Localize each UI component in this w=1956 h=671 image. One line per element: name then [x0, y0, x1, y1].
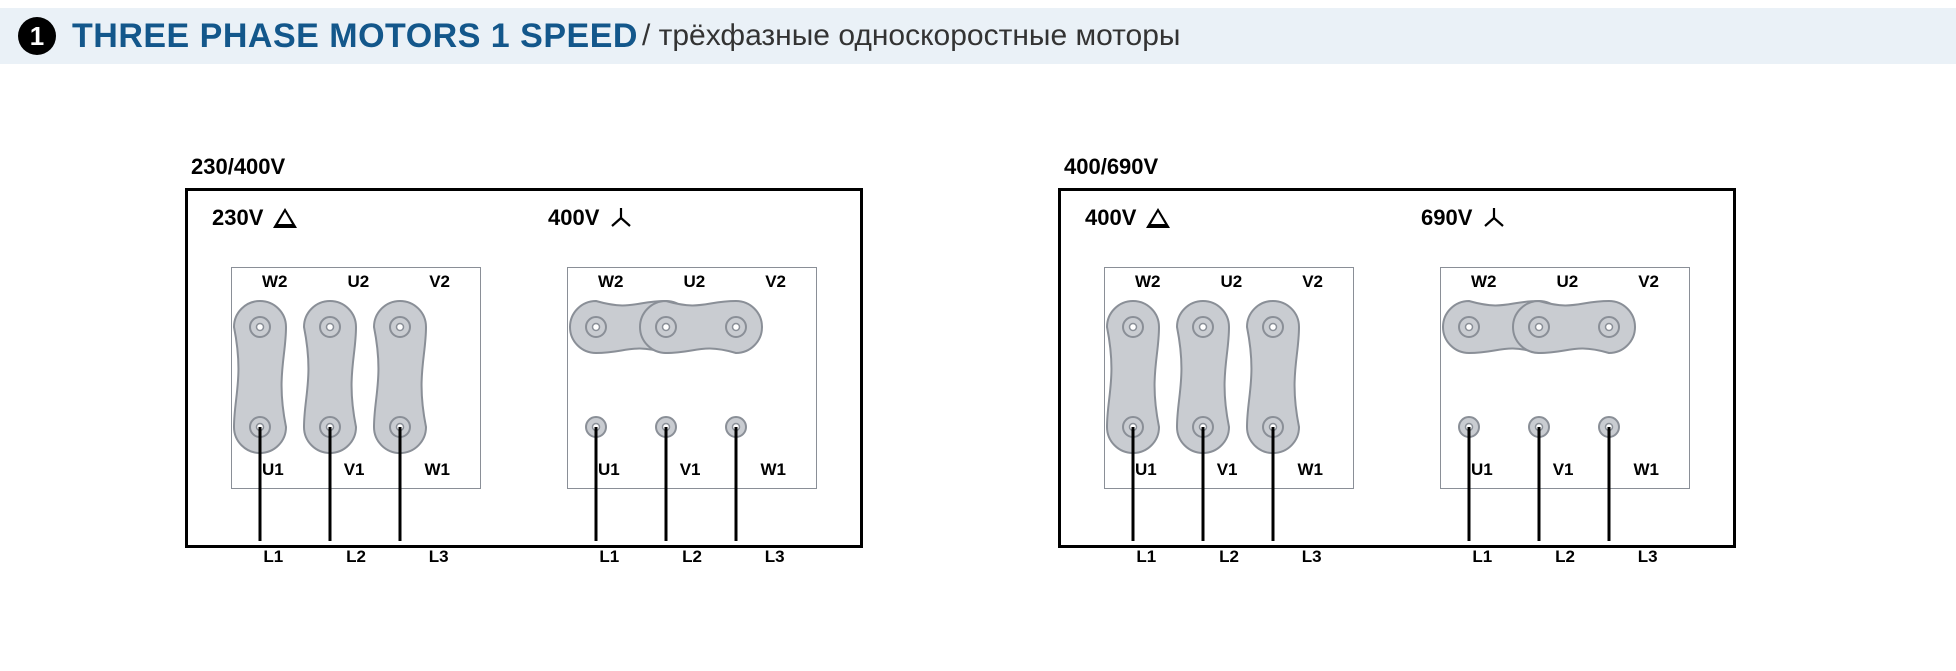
voltage-label: 230V [212, 205, 506, 231]
voltage-text: 230V [212, 205, 263, 231]
voltage-text: 690V [1421, 205, 1472, 231]
delta-icon [1146, 208, 1170, 228]
voltage-label: 400V [548, 205, 842, 231]
wiring-subpanel: 400V W2U2V2 U1V1W1 [1061, 191, 1397, 545]
voltage-text: 400V [548, 205, 599, 231]
section-bullet: 1 [18, 17, 56, 55]
diagrams-row: 230/400V 230V W2U2V2 U1V1W1 [0, 64, 1956, 548]
title-sub: / трёхфазные односкоростные моторы [642, 19, 1181, 53]
group-label: 230/400V [191, 154, 863, 180]
voltage-label: 400V [1085, 205, 1379, 231]
wiring-panel: 230V W2U2V2 U1V1W1 [185, 188, 863, 548]
header-bar: 1 THREE PHASE MOTORS 1 SPEED / трёхфазны… [0, 8, 1956, 64]
title-main: THREE PHASE MOTORS 1 SPEED [72, 17, 638, 56]
voltage-label: 690V [1421, 205, 1715, 231]
star-icon [609, 206, 633, 230]
voltage-text: 400V [1085, 205, 1136, 231]
delta-icon [273, 208, 297, 228]
star-icon [1482, 206, 1506, 230]
diagram-group: 400/690V 400V W2U2V2 U1V1W1 [1058, 154, 1736, 548]
wiring-panel: 400V W2U2V2 U1V1W1 [1058, 188, 1736, 548]
wiring-subpanel: 230V W2U2V2 U1V1W1 [188, 191, 524, 545]
group-label: 400/690V [1064, 154, 1736, 180]
wiring-subpanel: 690V W2U2V2 U1V1W1 [1397, 191, 1733, 545]
wiring-subpanel: 400V W2U2V2 U1V1W1 [524, 191, 860, 545]
diagram-group: 230/400V 230V W2U2V2 U1V1W1 [185, 154, 863, 548]
